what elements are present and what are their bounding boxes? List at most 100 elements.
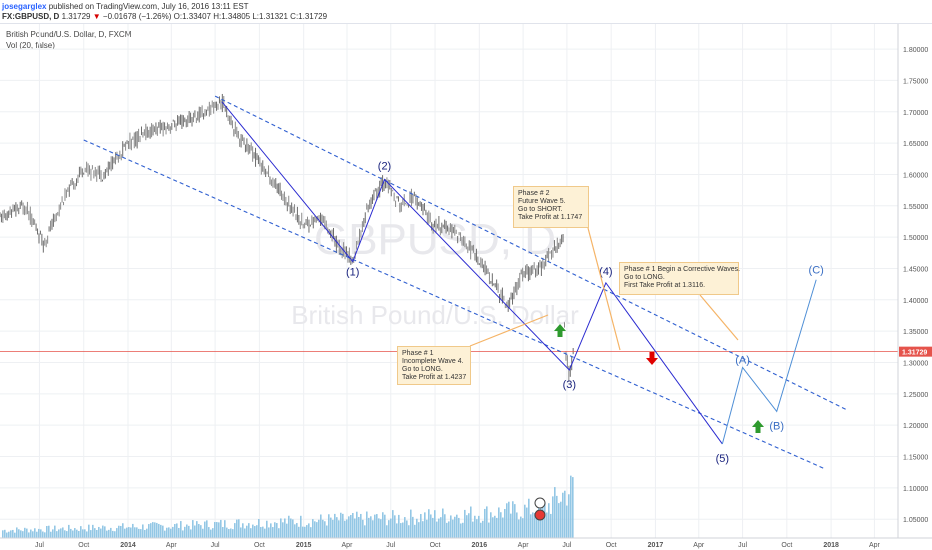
short-arrow-icon xyxy=(646,352,658,365)
volume-bar xyxy=(502,517,504,538)
volume-bar xyxy=(250,528,252,538)
price-axis: 1.80000 1.75000 1.70000 1.65000 1.60000 1.550… xyxy=(897,24,928,538)
volume-bar xyxy=(430,514,432,538)
volume-bar xyxy=(124,528,126,538)
volume-bar xyxy=(570,475,572,538)
volume-bar xyxy=(280,518,282,538)
price-tick-label: 1.05000 xyxy=(903,517,928,524)
volume-bar xyxy=(526,507,528,538)
volume-bar xyxy=(358,516,360,538)
price-tick-label: 1.55000 xyxy=(903,204,928,211)
volume-bar xyxy=(110,527,112,538)
volume-bar xyxy=(536,516,538,538)
volume-bar xyxy=(380,519,382,538)
volume-bar xyxy=(246,525,248,538)
volume-bar xyxy=(54,525,56,538)
price-tick-label: 1.60000 xyxy=(903,172,928,179)
time-tick-label: Oct xyxy=(78,542,89,549)
long-arrow-icon xyxy=(554,324,566,337)
author-name[interactable]: josegarglex xyxy=(2,2,47,11)
price-tick-label: 1.80000 xyxy=(903,47,928,54)
volume-legend[interactable]: Vol (20, false) xyxy=(6,41,55,50)
volume-bar xyxy=(258,519,260,538)
time-tick-label: Apr xyxy=(693,542,705,549)
symbol-label: FX:GBPUSD, D xyxy=(2,12,60,21)
volume-bar xyxy=(500,512,502,538)
volume-bar xyxy=(118,525,120,538)
volume-bar xyxy=(480,522,482,538)
volume-bar xyxy=(566,505,568,538)
volume-bar xyxy=(102,525,104,538)
annotation-connector xyxy=(469,314,549,347)
volume-bar xyxy=(374,514,376,538)
volume-bar xyxy=(388,520,390,538)
volume-bar xyxy=(386,525,388,538)
volume-bar xyxy=(2,530,4,538)
time-tick-label: Apr xyxy=(518,542,530,549)
volume-bar xyxy=(378,518,380,538)
volume-bar xyxy=(412,516,414,538)
volume-bar xyxy=(120,525,122,538)
volume-bar xyxy=(554,487,556,538)
volume-bar xyxy=(34,528,36,538)
volume-bar xyxy=(190,529,192,538)
wave-label: (2) xyxy=(378,160,391,172)
time-tick-label: 2018 xyxy=(823,542,839,549)
volume-bar xyxy=(426,519,428,538)
wave-label: (1) xyxy=(346,267,359,279)
volume-bar xyxy=(108,529,110,538)
volume-bar xyxy=(158,523,160,538)
volume-bar xyxy=(562,492,564,538)
volume-bar xyxy=(228,529,230,538)
volume-bar xyxy=(100,528,102,538)
volume-bar xyxy=(204,521,206,538)
volume-bar xyxy=(444,514,446,538)
volume-bar xyxy=(490,512,492,538)
volume-bar xyxy=(126,527,128,538)
volume-bar xyxy=(48,525,50,538)
volume-bar xyxy=(322,519,324,538)
volume-bar xyxy=(572,477,574,538)
current-price-tag xyxy=(899,346,932,357)
corrective-wave-path xyxy=(721,279,817,445)
time-tick-label: 2015 xyxy=(296,542,312,549)
volume-bar xyxy=(174,524,176,538)
volume-bar xyxy=(284,518,286,538)
volume-bar xyxy=(476,519,478,538)
volume-bar xyxy=(282,522,284,538)
volume-bar xyxy=(146,528,148,538)
volume-bar xyxy=(420,514,422,538)
volume-bar xyxy=(482,520,484,538)
volume-bar xyxy=(524,504,526,538)
time-tick-label: 2016 xyxy=(472,542,488,549)
volume-bar xyxy=(310,527,312,538)
time-tick-label: Jul xyxy=(211,542,220,549)
volume-bar xyxy=(14,532,16,538)
volume-bar xyxy=(334,513,336,538)
volume-bar xyxy=(486,506,488,538)
price-tick-label: 1.75000 xyxy=(903,78,928,85)
volume-bar xyxy=(36,531,38,538)
ohlc-values: O:1.33407 H:1.34805 L:1.31321 C:1.31729 xyxy=(173,12,328,21)
price-change: −0.01678 (−1.26%) xyxy=(102,12,172,21)
volume-bar xyxy=(92,524,94,538)
volume-bar xyxy=(454,516,456,538)
volume-bar xyxy=(114,531,116,538)
volume-bar xyxy=(30,529,32,538)
volume-bar xyxy=(178,527,180,538)
volume-bar xyxy=(450,515,452,538)
volume-bar xyxy=(432,517,434,538)
volume-bar xyxy=(58,529,60,538)
volume-bar xyxy=(60,528,62,538)
volume-bar xyxy=(182,530,184,538)
volume-bar xyxy=(360,513,362,538)
volume-bar xyxy=(98,526,100,538)
volume-bar xyxy=(364,525,366,538)
volume-bar xyxy=(4,529,6,538)
series-legend[interactable]: British Pound/U.S. Dollar, D, FXCM xyxy=(6,30,132,39)
volume-bar xyxy=(144,529,146,538)
volume-bars xyxy=(2,475,574,538)
volume-bar xyxy=(236,519,238,538)
volume-bar xyxy=(128,527,130,538)
